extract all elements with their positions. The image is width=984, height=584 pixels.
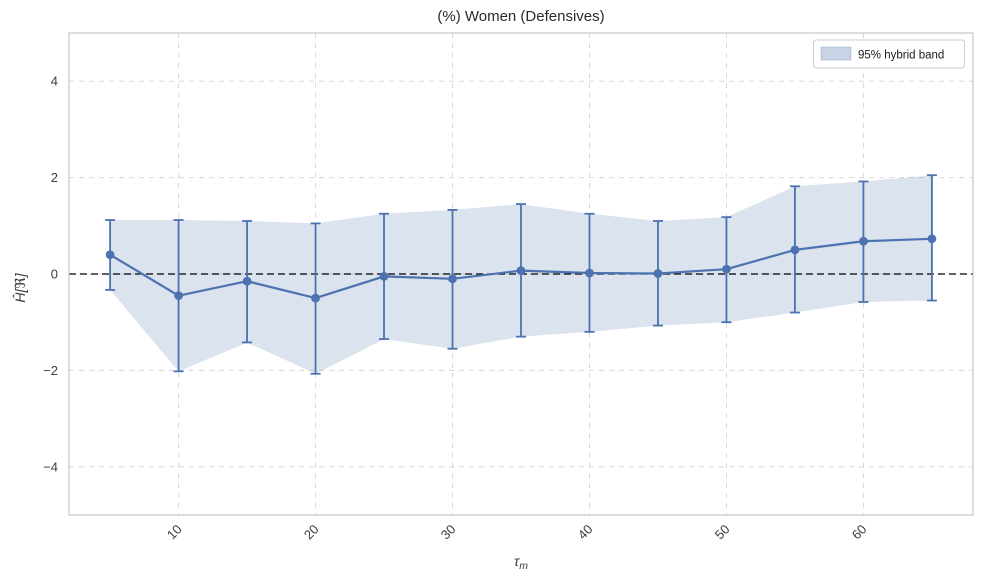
x-tick-label: 40 xyxy=(575,522,596,543)
x-tick-labels: 10 20 30 40 50 60 xyxy=(164,522,870,543)
data-point-marker xyxy=(585,268,594,278)
data-point-marker xyxy=(448,274,457,284)
legend: 95% hybrid band xyxy=(813,39,965,69)
legend-box xyxy=(813,39,965,69)
y-tick-label: 0 xyxy=(51,267,58,282)
y-axis-label: Ĥ[ℜ] xyxy=(12,272,28,302)
data-point-marker xyxy=(859,236,868,246)
x-axis-label: τm xyxy=(514,553,528,572)
legend-band-swatch xyxy=(820,46,852,61)
data-point-marker xyxy=(174,291,183,301)
data-point-marker xyxy=(653,269,663,278)
series-markers xyxy=(105,234,937,303)
x-tick-label: 50 xyxy=(712,522,733,543)
legend-label: 95% hybrid band xyxy=(858,50,944,62)
y-tick-labels: −4 −2 0 2 4 xyxy=(43,74,58,475)
y-tick-label: 4 xyxy=(51,74,58,89)
y-tick-label: 2 xyxy=(51,170,58,185)
data-point-marker xyxy=(927,234,937,244)
data-point-marker xyxy=(516,266,526,276)
y-tick-label: −2 xyxy=(43,363,58,378)
plot-border xyxy=(68,32,974,516)
x-tick-label: 30 xyxy=(438,522,459,543)
data-point-marker xyxy=(379,272,389,281)
data-point-marker xyxy=(790,245,800,255)
data-point-marker xyxy=(242,276,252,286)
data-point-marker xyxy=(311,293,320,303)
data-point-marker xyxy=(105,250,115,260)
x-tick-label: 60 xyxy=(849,522,870,543)
y-tick-label: −4 xyxy=(43,459,58,474)
data-point-marker xyxy=(722,264,731,274)
x-tick-label: 10 xyxy=(164,522,185,543)
x-tick-label: 20 xyxy=(301,522,322,543)
chart-title: (%) Women (Defensives) xyxy=(437,8,604,25)
